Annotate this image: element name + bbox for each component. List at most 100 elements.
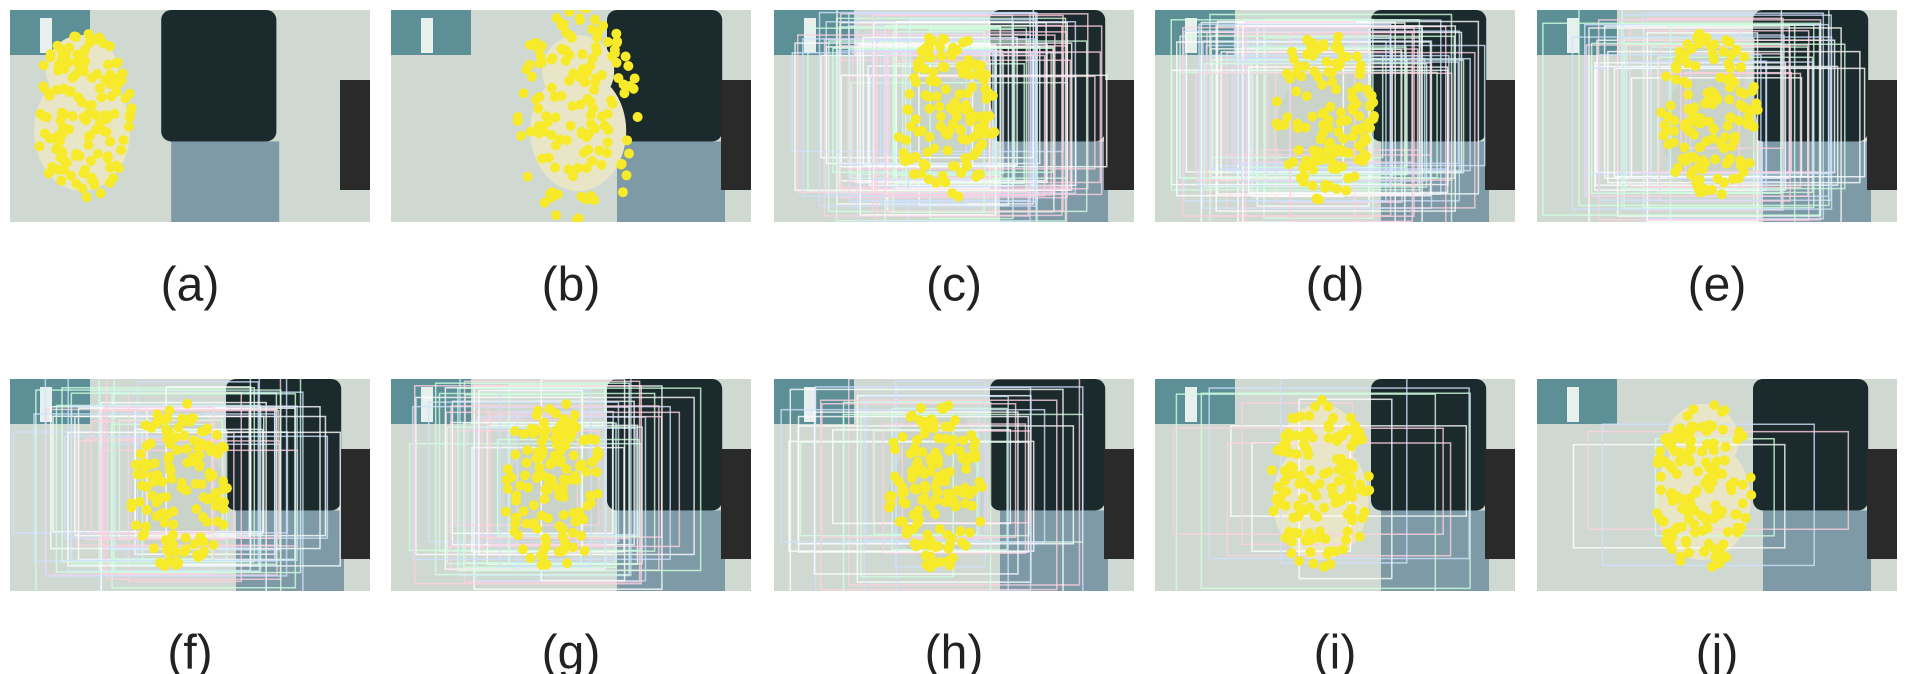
- feature-point: [603, 137, 613, 147]
- feature-point: [576, 192, 586, 202]
- feature-point: [624, 149, 634, 159]
- feature-point: [1692, 32, 1702, 42]
- feature-point: [593, 446, 603, 456]
- feature-point: [596, 160, 606, 170]
- feature-point: [503, 484, 513, 494]
- feature-point: [965, 528, 975, 538]
- feature-point: [1669, 138, 1679, 148]
- feature-point: [558, 531, 568, 541]
- feature-point: [1656, 514, 1666, 524]
- feature-point: [193, 552, 203, 562]
- feature-point: [1343, 526, 1353, 536]
- feature-point: [1284, 159, 1294, 169]
- feature-point: [540, 432, 550, 442]
- feature-point: [1285, 74, 1295, 84]
- feature-point: [1726, 73, 1736, 83]
- feature-point: [140, 420, 150, 430]
- feature-point: [42, 112, 52, 122]
- feature-point: [1273, 121, 1283, 131]
- feature-point: [1363, 118, 1373, 128]
- feature-point: [71, 32, 81, 42]
- feature-point: [1347, 93, 1357, 103]
- feature-point: [940, 497, 950, 507]
- feature-point: [551, 112, 561, 122]
- feature-point: [602, 148, 612, 158]
- feature-point: [580, 546, 590, 556]
- feature-point: [180, 416, 190, 426]
- feature-point: [957, 538, 967, 548]
- feature-point: [903, 105, 913, 115]
- feature-point: [938, 171, 948, 181]
- feature-point: [1686, 435, 1696, 445]
- feature-point: [576, 531, 586, 541]
- feature-point: [167, 474, 177, 484]
- feature-point: [1334, 476, 1344, 486]
- feature-point: [1732, 509, 1742, 519]
- feature-point: [612, 58, 622, 68]
- feature-point: [555, 437, 565, 447]
- feature-point: [1293, 528, 1303, 538]
- feature-point: [955, 89, 965, 99]
- jeans: [171, 141, 279, 226]
- feature-point: [124, 122, 134, 132]
- feature-point: [559, 474, 569, 484]
- panel-label: (e): [1688, 259, 1747, 312]
- feature-point: [1684, 548, 1694, 558]
- window-frame: [1567, 387, 1579, 422]
- feature-point: [1683, 90, 1693, 100]
- feature-point: [138, 470, 148, 480]
- feature-point: [531, 425, 541, 435]
- feature-point: [945, 540, 955, 550]
- feature-point: [82, 192, 92, 202]
- feature-point: [105, 136, 115, 146]
- feature-point: [568, 542, 578, 552]
- feature-point: [1272, 96, 1282, 106]
- feature-point: [1325, 559, 1335, 569]
- feature-point: [1306, 547, 1316, 557]
- feature-point: [1346, 413, 1356, 423]
- feature-point: [1308, 559, 1318, 569]
- feature-point: [162, 434, 172, 444]
- feature-point: [527, 72, 537, 82]
- feature-point: [913, 127, 923, 137]
- feature-point: [78, 60, 88, 70]
- feature-point: [960, 483, 970, 493]
- feature-point: [66, 86, 76, 96]
- feature-point: [106, 91, 116, 101]
- feature-point: [85, 38, 95, 48]
- feature-point: [1739, 52, 1749, 62]
- feature-point: [140, 458, 150, 468]
- feature-point: [911, 152, 921, 162]
- feature-point: [161, 424, 171, 434]
- feature-point: [1671, 62, 1681, 72]
- feature-point: [1276, 492, 1286, 502]
- feature-point: [1718, 47, 1728, 57]
- feature-point: [545, 459, 555, 469]
- feature-point: [87, 175, 97, 185]
- feature-point: [582, 467, 592, 477]
- feature-point: [924, 132, 934, 142]
- feature-point: [1328, 164, 1338, 174]
- feature-point: [1332, 436, 1342, 446]
- feature-point: [935, 557, 945, 567]
- feature-point: [905, 89, 915, 99]
- feature-point: [1680, 119, 1690, 129]
- feature-point: [1308, 181, 1318, 191]
- feature-point: [1354, 111, 1364, 121]
- feature-point: [1336, 107, 1346, 117]
- feature-point: [537, 154, 547, 164]
- feature-point: [936, 112, 946, 122]
- feature-point: [1300, 441, 1310, 451]
- feature-point: [71, 151, 81, 161]
- feature-point: [930, 509, 940, 519]
- feature-point: [1746, 473, 1756, 483]
- feature-point: [931, 481, 941, 491]
- feature-point: [1715, 73, 1725, 83]
- feature-point: [1319, 469, 1329, 479]
- jeans: [1763, 141, 1871, 226]
- feature-point: [1347, 460, 1357, 470]
- feature-point: [1708, 49, 1718, 59]
- feature-point: [1717, 469, 1727, 479]
- feature-point: [934, 102, 944, 112]
- feature-point: [202, 423, 212, 433]
